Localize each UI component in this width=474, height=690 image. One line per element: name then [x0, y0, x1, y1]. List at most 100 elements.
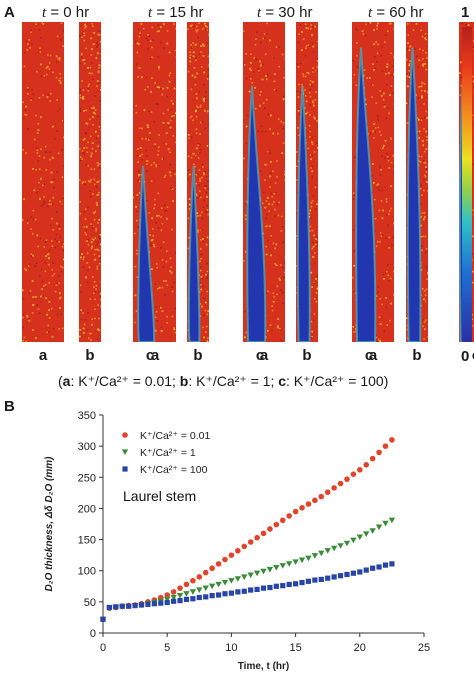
data-point-series-0 — [363, 462, 370, 468]
data-point-series-1 — [311, 553, 319, 559]
data-point-series-0 — [267, 526, 273, 532]
data-point-series-2 — [344, 571, 350, 578]
data-point-series-2 — [113, 604, 119, 610]
time-label-15: t = 15 hr — [148, 4, 204, 21]
legend-label-0: K⁺/Ca²⁺ = 0.01 — [140, 430, 210, 442]
data-point-series-0 — [382, 443, 389, 449]
data-point-series-0 — [164, 592, 170, 598]
stem-strip-3-b — [406, 22, 428, 342]
data-point-series-1 — [285, 561, 293, 567]
x-axis-label: Time, t (hr) — [238, 661, 289, 672]
data-point-series-0 — [324, 489, 331, 496]
strip-label-b: b — [412, 347, 422, 364]
data-point-series-2 — [106, 604, 113, 611]
data-point-series-2 — [286, 581, 292, 588]
y-tick-label: 150 — [78, 535, 96, 547]
data-point-series-2 — [228, 590, 234, 596]
data-point-series-1 — [170, 594, 177, 601]
strip-label-a: a — [368, 347, 378, 364]
data-point-series-1 — [318, 550, 325, 557]
data-point-series-1 — [241, 574, 248, 580]
colorbar — [462, 27, 472, 342]
x-tick-label: 0 — [100, 642, 106, 654]
data-point-series-1 — [189, 589, 197, 595]
data-point-series-0 — [318, 493, 325, 500]
time-label-0: t = 0 hr — [42, 4, 90, 21]
data-point-series-0 — [241, 543, 248, 550]
data-point-series-1 — [330, 545, 338, 552]
data-point-series-1 — [164, 596, 171, 603]
data-point-series-2 — [312, 577, 318, 583]
data-point-series-0 — [337, 480, 344, 487]
data-point-series-1 — [388, 517, 396, 524]
legend-label-2: K⁺/Ca²⁺ = 100 — [140, 464, 208, 476]
data-point-series-0 — [357, 467, 363, 473]
data-point-series-2 — [299, 579, 305, 586]
data-point-series-2 — [350, 570, 356, 576]
data-point-series-0 — [350, 471, 357, 477]
data-point-series-2 — [273, 583, 279, 589]
data-point-series-0 — [190, 577, 196, 584]
data-point-series-2 — [318, 576, 324, 583]
x-tick-label: 5 — [164, 642, 170, 654]
data-point-series-2 — [222, 591, 228, 597]
x-tick-label: 20 — [354, 642, 366, 654]
y-tick-label: 250 — [78, 472, 96, 484]
x-tick-label: 25 — [418, 642, 430, 654]
y-tick-label: 350 — [78, 410, 96, 422]
data-point-series-2 — [331, 574, 337, 580]
data-point-series-2 — [376, 564, 382, 570]
y-tick-label: 300 — [78, 441, 96, 453]
data-point-series-0 — [389, 437, 395, 443]
strip-label-a: a — [150, 347, 160, 364]
data-point-series-1 — [221, 579, 229, 586]
legend-marker-2 — [122, 466, 128, 472]
data-point-series-0 — [305, 501, 312, 507]
colorbar-max-label: 1 — [461, 4, 470, 21]
data-point-series-1 — [215, 581, 222, 588]
data-point-series-0 — [235, 547, 241, 554]
x-tick-label: 15 — [289, 642, 301, 654]
data-point-series-0 — [331, 485, 337, 491]
data-point-series-2 — [382, 562, 389, 568]
y-tick-label: 100 — [78, 566, 96, 578]
data-point-series-1 — [375, 524, 383, 531]
data-point-series-0 — [170, 589, 177, 595]
data-point-series-0 — [196, 574, 203, 580]
y-axis-label: D₂O thickness, Δδ D₂O (mm) — [44, 456, 55, 592]
data-point-series-2 — [100, 616, 106, 622]
data-point-series-1 — [382, 520, 389, 527]
panel-a-legend: (a: K⁺/Ca²⁺ = 0.01; b: K⁺/Ca²⁺ = 1; c: K… — [58, 373, 389, 389]
data-point-series-1 — [363, 531, 370, 537]
data-point-series-1 — [343, 540, 351, 547]
stem-strip-0-b — [79, 22, 101, 342]
data-point-series-2 — [370, 565, 376, 571]
y-tick-label: 50 — [84, 597, 96, 609]
data-point-series-0 — [344, 476, 350, 482]
data-point-series-2 — [254, 586, 260, 592]
stem-strip-1-b — [187, 22, 209, 342]
data-point-series-0 — [376, 449, 382, 456]
data-point-series-2 — [305, 578, 312, 584]
y-tick-label: 200 — [78, 503, 96, 515]
strip-label-c: c — [145, 347, 155, 364]
strip-label-c: c — [255, 347, 265, 364]
data-point-series-1 — [324, 548, 331, 554]
data-point-series-1 — [196, 587, 203, 594]
legend-label-1: K⁺/Ca²⁺ = 1 — [140, 447, 196, 459]
data-point-series-0 — [369, 455, 376, 462]
data-point-series-0 — [202, 569, 209, 576]
stem-strip-0-a — [22, 22, 64, 342]
data-point-series-0 — [183, 581, 190, 588]
data-point-series-2 — [183, 596, 190, 602]
data-point-series-1 — [279, 563, 286, 569]
data-point-series-1 — [298, 557, 306, 564]
stem-strip-3-a — [352, 22, 394, 342]
strip-label-c: c — [461, 347, 474, 364]
data-point-series-2 — [293, 581, 299, 587]
panel-b-letter: B — [4, 398, 15, 415]
data-point-series-1 — [247, 572, 254, 579]
data-point-series-2 — [235, 589, 241, 595]
data-point-series-2 — [241, 588, 247, 594]
